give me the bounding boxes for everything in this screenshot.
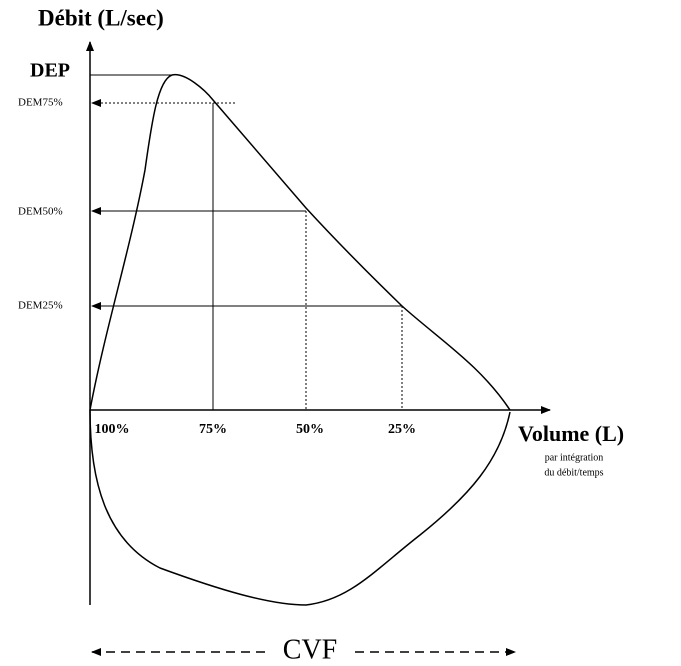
dem50-label: DEM50% [18, 206, 63, 218]
y-axis-title: Débit (L/sec) [38, 5, 164, 30]
expiratory-curve [89, 74, 511, 411]
dem75-label: DEM75% [18, 97, 63, 109]
dep-label: DEP [30, 60, 70, 82]
x-axis-title: Volume (L) [518, 421, 624, 446]
x-axis-note: du débit/temps [544, 467, 603, 478]
inspiratory-curve [89, 409, 511, 606]
x-label: 100% [95, 422, 130, 437]
cvf-label: CVF [283, 634, 337, 665]
x-label: 50% [296, 422, 324, 437]
x-axis-note: par intégration [545, 452, 604, 463]
x-label: 25% [388, 422, 416, 437]
dem25-label: DEM25% [18, 300, 63, 312]
x-label: 75% [199, 422, 227, 437]
